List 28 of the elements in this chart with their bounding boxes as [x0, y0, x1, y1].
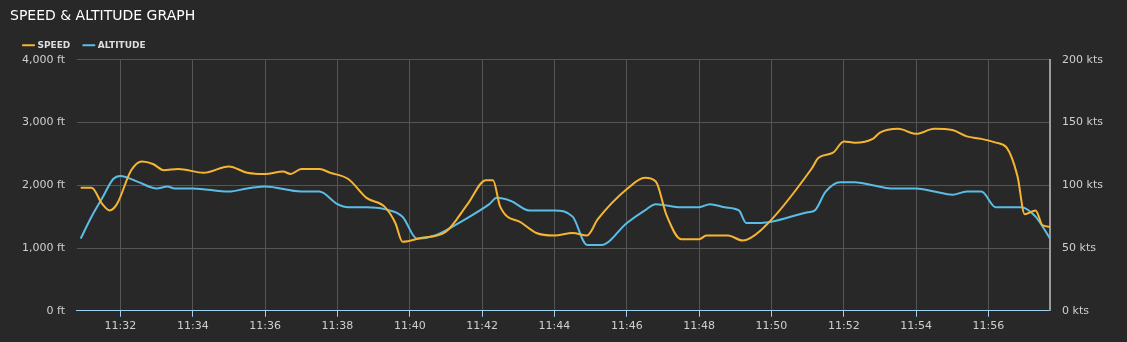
y2-tick-label: 150 kts: [1062, 115, 1104, 129]
x-tick-label: 11:50: [755, 319, 788, 333]
x-tick-label: 11:46: [611, 319, 643, 333]
legend-label: SPEED: [37, 39, 71, 50]
x-tick-label: 11:32: [104, 319, 137, 333]
x-tick-label: 11:34: [177, 319, 209, 333]
x-tick-label: 11:40: [394, 319, 426, 333]
x-tick-label: 11:54: [900, 319, 933, 333]
x-tick-label: 11:44: [538, 319, 571, 333]
y-tick-label: 4,000 ft: [22, 52, 66, 66]
x-tick-label: 11:42: [466, 319, 499, 333]
y-tick-label: 1,000 ft: [22, 240, 66, 254]
x-tick-label: 11:52: [828, 319, 860, 333]
y2-tick-label: 200 kts: [1062, 52, 1104, 66]
x-tick-label: 11:48: [683, 319, 716, 333]
x-tick-label: 11:36: [249, 319, 281, 333]
legend-label: ALTITUDE: [97, 39, 146, 50]
y2-tick-label: 50 kts: [1062, 240, 1097, 254]
x-tick-label: 11:56: [972, 319, 1005, 333]
chart-title: SPEED & ALTITUDE GRAPH: [10, 7, 196, 24]
line-series: [79, 174, 1051, 246]
x-tick-label: 11:38: [321, 319, 354, 333]
line-series: [79, 127, 1051, 243]
y2-tick-label: 0 kts: [1062, 303, 1090, 317]
y-tick-label: 0 ft: [46, 303, 66, 317]
y-tick-label: 2,000 ft: [22, 178, 66, 192]
y-tick-label: 3,000 ft: [22, 115, 66, 129]
y2-tick-label: 100 kts: [1062, 178, 1104, 192]
